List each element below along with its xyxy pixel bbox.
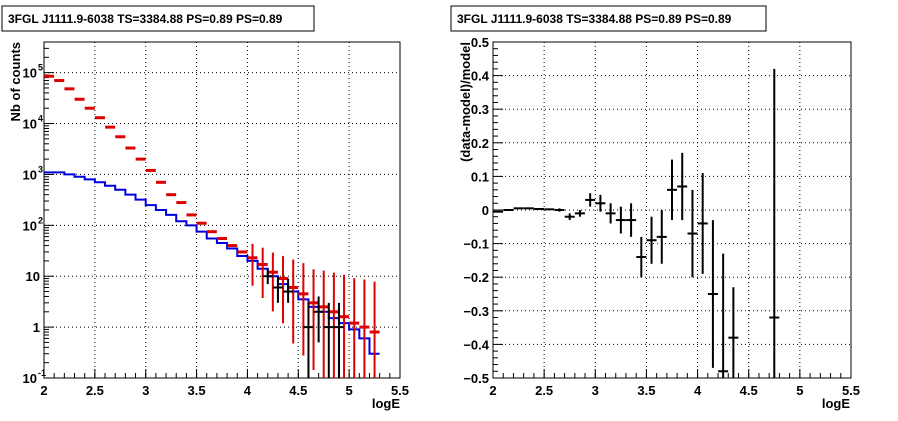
right-x-axis-label: logE bbox=[822, 396, 850, 411]
y-tick-exponent: 5 bbox=[38, 63, 43, 73]
y-tick-label: −0.2 bbox=[463, 270, 489, 285]
x-tick-label: 2.5 bbox=[86, 383, 104, 398]
y-tick-label: −0.4 bbox=[463, 337, 489, 352]
y-tick-label: 0.5 bbox=[471, 35, 489, 50]
y-tick-label: 0 bbox=[482, 203, 489, 218]
left-grid bbox=[44, 42, 400, 378]
right-title-box bbox=[450, 5, 767, 32]
x-tick-label: 3.5 bbox=[637, 383, 655, 398]
right-panel: 3FGL J1111.9-6038 TS=3384.88 PS=0.89 PS=… bbox=[450, 5, 860, 411]
x-tick-label: 5.5 bbox=[391, 383, 409, 398]
right-title: 3FGL J1111.9-6038 TS=3384.88 PS=0.89 PS=… bbox=[457, 12, 732, 26]
left-plot-frame bbox=[43, 41, 401, 379]
y-tick-exponent: -1 bbox=[38, 368, 46, 378]
x-tick-label: 2.5 bbox=[535, 383, 553, 398]
left-panel: 3FGL J1111.9-6038 TS=3384.88 PS=0.89 PS=… bbox=[1, 5, 409, 411]
right-ticks: 2 2.5 3 3.5 4 4.5 5 5.5 −0.5 −0.4 −0.3 −0.2 −0.1 0 0.1… bbox=[463, 35, 860, 398]
y-tick-label: 10 bbox=[23, 371, 37, 386]
y-tick-label: 10 bbox=[23, 218, 37, 233]
left-title: 3FGL J1111.9-6038 TS=3384.88 PS=0.89 PS=… bbox=[8, 12, 283, 26]
y-tick-label: −0.5 bbox=[463, 371, 489, 386]
left-data bbox=[44, 74, 380, 378]
y-tick-label: 0.2 bbox=[471, 136, 489, 151]
y-tick-label: 0.3 bbox=[471, 102, 489, 117]
x-tick-label: 3 bbox=[142, 383, 149, 398]
y-tick-label: 0.4 bbox=[471, 69, 490, 84]
x-tick-label: 5 bbox=[346, 383, 353, 398]
x-tick-label: 3.5 bbox=[188, 383, 206, 398]
left-title-box bbox=[1, 5, 315, 32]
y-tick-exponent: 2 bbox=[38, 215, 43, 225]
y-tick-label: 0.1 bbox=[471, 169, 489, 184]
x-tick-label: 5.5 bbox=[842, 383, 860, 398]
x-tick-label: 4.5 bbox=[289, 383, 307, 398]
right-grid bbox=[493, 42, 851, 378]
x-tick-label: 3 bbox=[592, 383, 599, 398]
x-tick-label: 5 bbox=[796, 383, 803, 398]
left-y-axis-label: Nb of counts bbox=[8, 42, 23, 121]
y-tick-label: −0.3 bbox=[463, 304, 489, 319]
right-y-axis-label: (data-model)/model bbox=[458, 42, 473, 162]
y-tick-label: 10 bbox=[23, 66, 37, 81]
y-tick-exponent: 3 bbox=[38, 164, 43, 174]
y-tick-label: 10 bbox=[23, 167, 37, 182]
x-tick-label: 4.5 bbox=[740, 383, 758, 398]
y-tick-label: 10 bbox=[26, 269, 40, 284]
x-tick-label: 2 bbox=[40, 383, 47, 398]
y-tick-exponent: 4 bbox=[38, 114, 43, 124]
left-x-axis-label: logE bbox=[372, 396, 400, 411]
y-tick-label: 1 bbox=[33, 320, 40, 335]
x-tick-label: 4 bbox=[694, 383, 702, 398]
y-tick-label: 10 bbox=[23, 117, 37, 132]
x-tick-label: 4 bbox=[244, 383, 252, 398]
right-data bbox=[493, 68, 780, 378]
x-tick-label: 2 bbox=[489, 383, 496, 398]
y-tick-label: −0.1 bbox=[463, 237, 489, 252]
